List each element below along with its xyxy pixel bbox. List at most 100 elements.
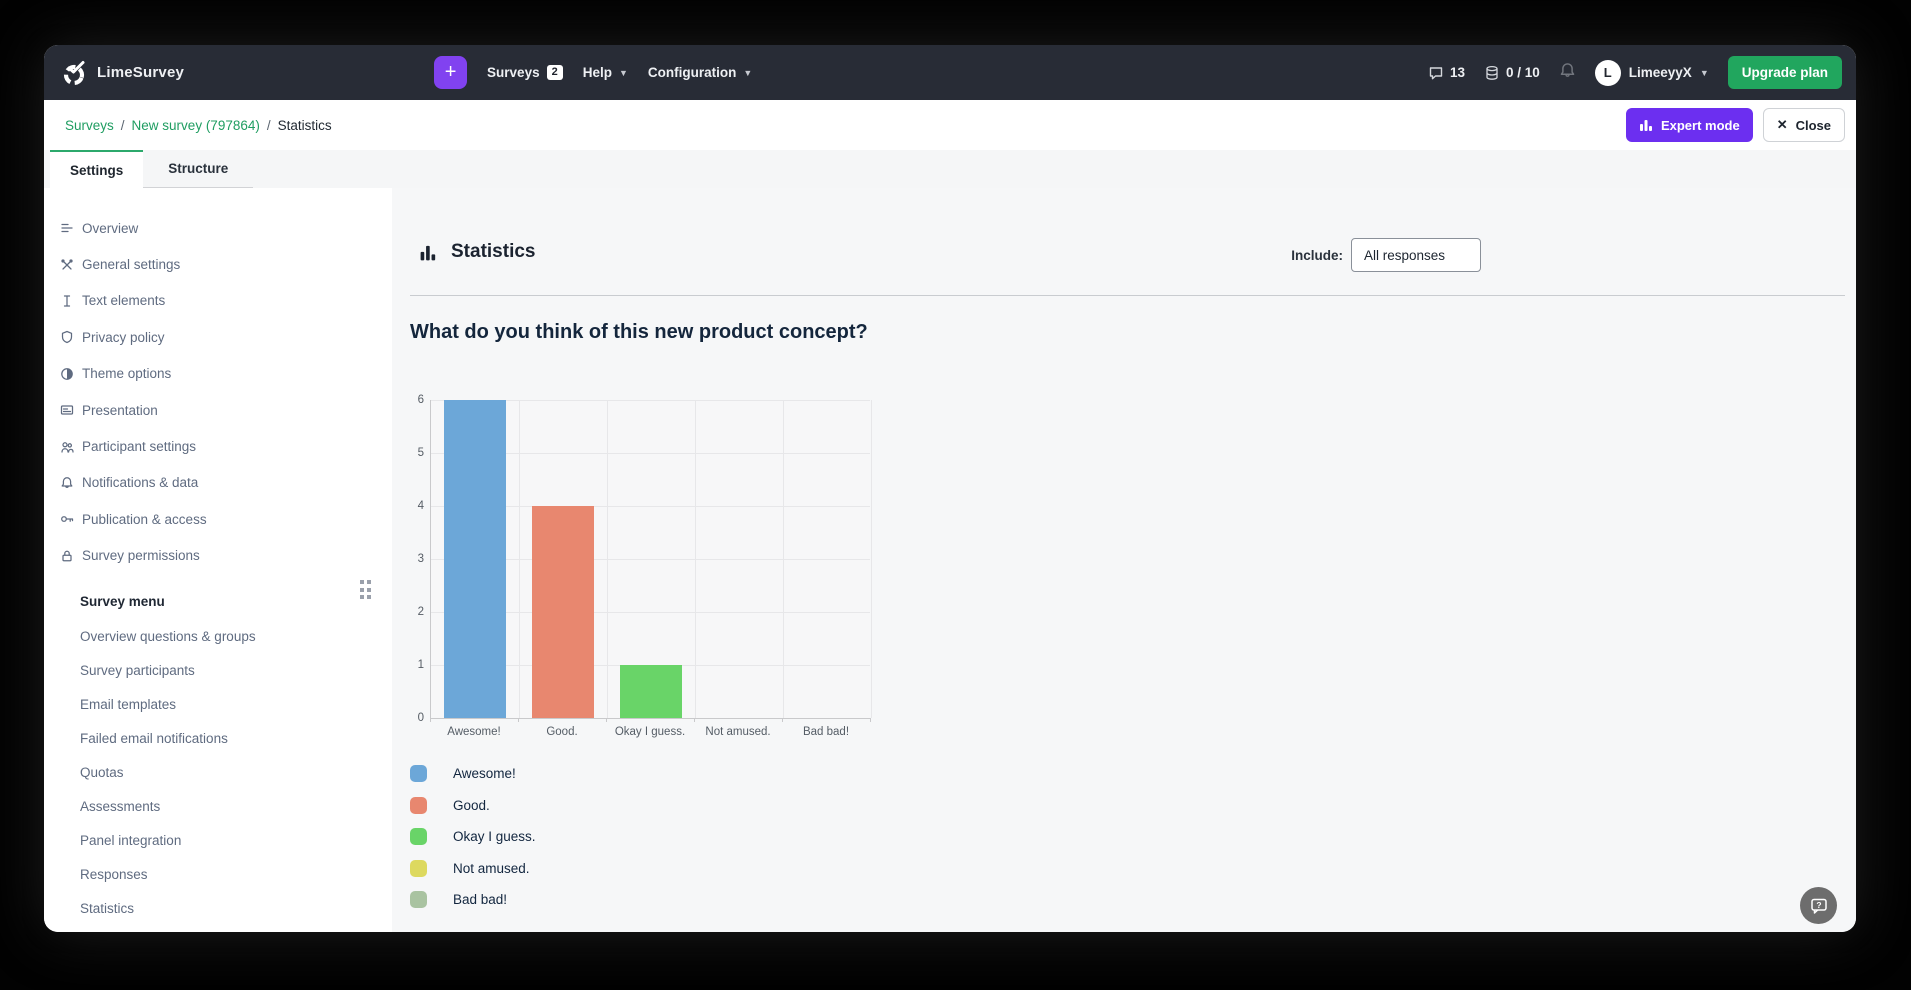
key-icon (61, 516, 74, 523)
y-tick-label: 6 (417, 394, 424, 406)
sidebar-item-label: General settings (82, 257, 181, 273)
breadcrumb-current: Statistics (277, 117, 332, 133)
y-tick-label: 3 (417, 553, 424, 565)
text-icon (63, 295, 71, 307)
sidebar-item-general-settings[interactable]: General settings (44, 246, 392, 282)
tab-settings[interactable]: Settings (50, 150, 144, 188)
y-tick-label: 2 (417, 606, 424, 618)
sidebar-item-text-elements[interactable]: Text elements (44, 283, 392, 319)
limesurvey-logo[interactable]: LimeSurvey (62, 60, 184, 86)
nav-right-group: 13 0 / 10 L LimeeyyX ▼ Upgrade plan (1428, 56, 1842, 89)
sidebar-item-label: Overview (82, 220, 139, 236)
x-tick-label: Okay I guess. (614, 726, 686, 738)
legend-row: Good. (410, 790, 536, 822)
bar-awesome (444, 400, 506, 718)
user-menu[interactable]: L LimeeyyX ▼ (1594, 59, 1709, 86)
sidebar-item-email-templates[interactable]: Email templates (80, 697, 177, 713)
limesurvey-logo-icon (63, 60, 85, 85)
sidebar-item-label: Privacy policy (82, 329, 165, 345)
sidebar-item-failed-email-notifications[interactable]: Failed email notifications (80, 731, 228, 747)
sidebar-drag-handle[interactable] (360, 580, 374, 600)
gridline (431, 453, 870, 454)
sidebar-item-quotas[interactable]: Quotas (80, 765, 124, 781)
notifications-button[interactable] (1559, 62, 1576, 84)
close-button[interactable]: ✕ Close (1762, 108, 1845, 142)
legend-swatch (410, 859, 427, 877)
include-label: Include: (1291, 247, 1343, 263)
gridline (695, 400, 696, 718)
breadcrumb-bar: Surveys / New survey (797864) / Statisti… (44, 100, 1856, 150)
chat-icon (1429, 66, 1443, 79)
tab-structure[interactable]: Structure (143, 150, 254, 188)
upgrade-plan-button[interactable]: Upgrade plan (1727, 56, 1842, 89)
user-name: LimeeyyX (1628, 65, 1692, 80)
gridline (431, 400, 870, 401)
sidebar-item-panel-integration[interactable]: Panel integration (80, 833, 182, 849)
sidebar-item-overview-questions-groups[interactable]: Overview questions & groups (80, 629, 256, 645)
legend-row: Bad bad! (410, 884, 536, 916)
x-tick (518, 718, 519, 722)
y-tick-label: 5 (417, 447, 424, 459)
bell-icon (61, 477, 73, 488)
nav-configuration[interactable]: Configuration ▼ (648, 65, 752, 80)
x-tick-label: Good. (546, 726, 578, 738)
top-navbar: LimeSurvey + Surveys 2 Help ▼ Configurat… (44, 45, 1856, 100)
sidebar-item-responses[interactable]: Responses (80, 867, 148, 883)
legend-swatch (410, 891, 427, 909)
sidebar-item-presentation[interactable]: Presentation (44, 392, 392, 428)
settings-sidebar: Overview General settings Text elements Pri… (44, 188, 392, 932)
sidebar-item-privacy-policy[interactable]: Privacy policy (44, 319, 392, 355)
contrast-icon (61, 367, 73, 380)
chart-plot (430, 400, 872, 719)
legend-label: Good. (453, 797, 490, 813)
gridline (431, 612, 870, 613)
chevron-down-icon: ▼ (1699, 67, 1709, 78)
nav-surveys[interactable]: Surveys 2 (487, 65, 563, 80)
bar-chart-icon (1639, 120, 1652, 131)
y-tick-label: 1 (417, 659, 424, 671)
messages-indicator[interactable]: 13 (1428, 65, 1465, 81)
breadcrumb-separator: / (120, 117, 125, 133)
help-chat-button[interactable]: ? (1800, 887, 1837, 924)
sidebar-item-participant-settings[interactable]: Participant settings (44, 428, 392, 464)
y-tick-label: 0 (417, 712, 424, 724)
create-survey-button[interactable]: + (434, 56, 468, 89)
sidebar-item-overview[interactable]: Overview (44, 210, 392, 246)
x-tick (782, 718, 783, 722)
card-icon (60, 405, 74, 415)
tools-icon (61, 258, 73, 270)
people-icon (61, 441, 74, 453)
sidebar-item-publication-access[interactable]: Publication & access (44, 501, 392, 537)
bell-icon (1560, 62, 1575, 77)
chat-question-icon: ? (1810, 898, 1827, 914)
breadcrumb-surveys[interactable]: Surveys (65, 117, 114, 133)
y-tick-label: 4 (417, 500, 424, 512)
messages-count: 13 (1449, 65, 1465, 80)
breadcrumb-survey[interactable]: New survey (797864) (131, 117, 260, 133)
lock-icon (62, 550, 72, 562)
database-icon (1486, 65, 1498, 80)
legend-swatch (410, 765, 427, 783)
nav-help[interactable]: Help ▼ (583, 65, 628, 80)
gridline (607, 400, 608, 718)
sidebar-list: Overview General settings Text elements Pri… (44, 188, 392, 926)
chevron-down-icon: ▼ (618, 67, 628, 78)
gridline (783, 400, 784, 718)
sidebar-item-notifications-data[interactable]: Notifications & data (44, 465, 392, 501)
sidebar-item-label: Survey permissions (82, 548, 200, 564)
sidebar-item-label: Notifications & data (82, 475, 199, 491)
gridline (519, 400, 520, 718)
breadcrumb: Surveys / New survey (797864) / Statisti… (65, 118, 332, 133)
sidebar-item-assessments[interactable]: Assessments (80, 799, 161, 815)
sidebar-item-theme-options[interactable]: Theme options (44, 356, 392, 392)
expert-mode-button[interactable]: Expert mode (1625, 108, 1753, 142)
legend-label: Okay I guess. (453, 829, 536, 845)
sidebar-item-survey-participants[interactable]: Survey participants (80, 663, 195, 679)
sidebar-item-survey-permissions[interactable]: Survey permissions (44, 538, 392, 574)
sidebar-item-label: Publication & access (82, 511, 207, 527)
shield-icon (61, 331, 73, 344)
surveys-count-badge: 2 (546, 65, 563, 80)
sidebar-item-statistics[interactable]: Statistics (80, 901, 135, 917)
include-select[interactable]: All responses (1351, 238, 1481, 272)
storage-indicator[interactable]: 0 / 10 (1484, 65, 1540, 81)
